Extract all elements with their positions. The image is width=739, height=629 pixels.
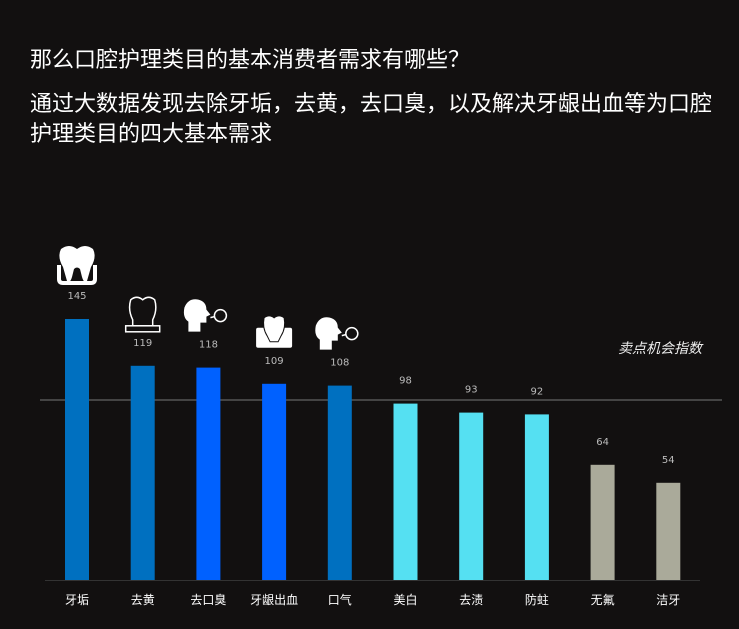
bar: [393, 403, 418, 580]
category-label: 美白: [393, 592, 417, 607]
bar: [656, 482, 681, 580]
bleeding-gum-icon: [256, 315, 293, 348]
bar: [590, 464, 615, 580]
category-label: 防蛀: [525, 592, 549, 607]
category-label: 去口臭: [190, 592, 226, 607]
tooth-icon: [57, 246, 97, 285]
bar: [65, 319, 89, 580]
category-label: 牙垢: [65, 593, 89, 607]
category-label: 去渍: [459, 593, 483, 607]
data-label: 118: [199, 340, 218, 351]
data-label: 64: [596, 437, 609, 448]
bar: [327, 385, 352, 580]
data-label: 92: [531, 386, 544, 397]
data-label: 109: [265, 356, 284, 367]
data-label: 54: [662, 455, 675, 466]
data-label: 108: [330, 358, 349, 369]
bar: [524, 414, 549, 580]
bar: [196, 367, 221, 580]
data-label: 145: [67, 291, 86, 302]
category-label: 洁牙: [656, 593, 680, 607]
bad-breath-icon: [315, 317, 359, 350]
page-subtitle: 通过大数据发现去除牙垢，去黄，去口臭，以及解决牙龈出血等为口腔护理类目的四大基本…: [30, 92, 713, 147]
decayed-tooth-icon: [124, 296, 161, 333]
bar: [459, 412, 484, 580]
category-label: 口气: [328, 592, 352, 607]
data-label: 93: [465, 385, 478, 396]
page-title: 那么口腔护理类目的基本消费者需求有哪些？: [30, 48, 471, 73]
data-label: 98: [399, 376, 412, 387]
data-label: 119: [133, 338, 152, 349]
category-label: 去黄: [131, 593, 155, 607]
bad-breath-icon: [183, 299, 228, 332]
bar: [262, 383, 287, 580]
bar: [130, 365, 155, 580]
category-label: 无氟: [591, 593, 615, 607]
reference-line-label: 卖点机会指数: [618, 341, 702, 357]
category-label: 牙龈出血: [250, 593, 298, 607]
